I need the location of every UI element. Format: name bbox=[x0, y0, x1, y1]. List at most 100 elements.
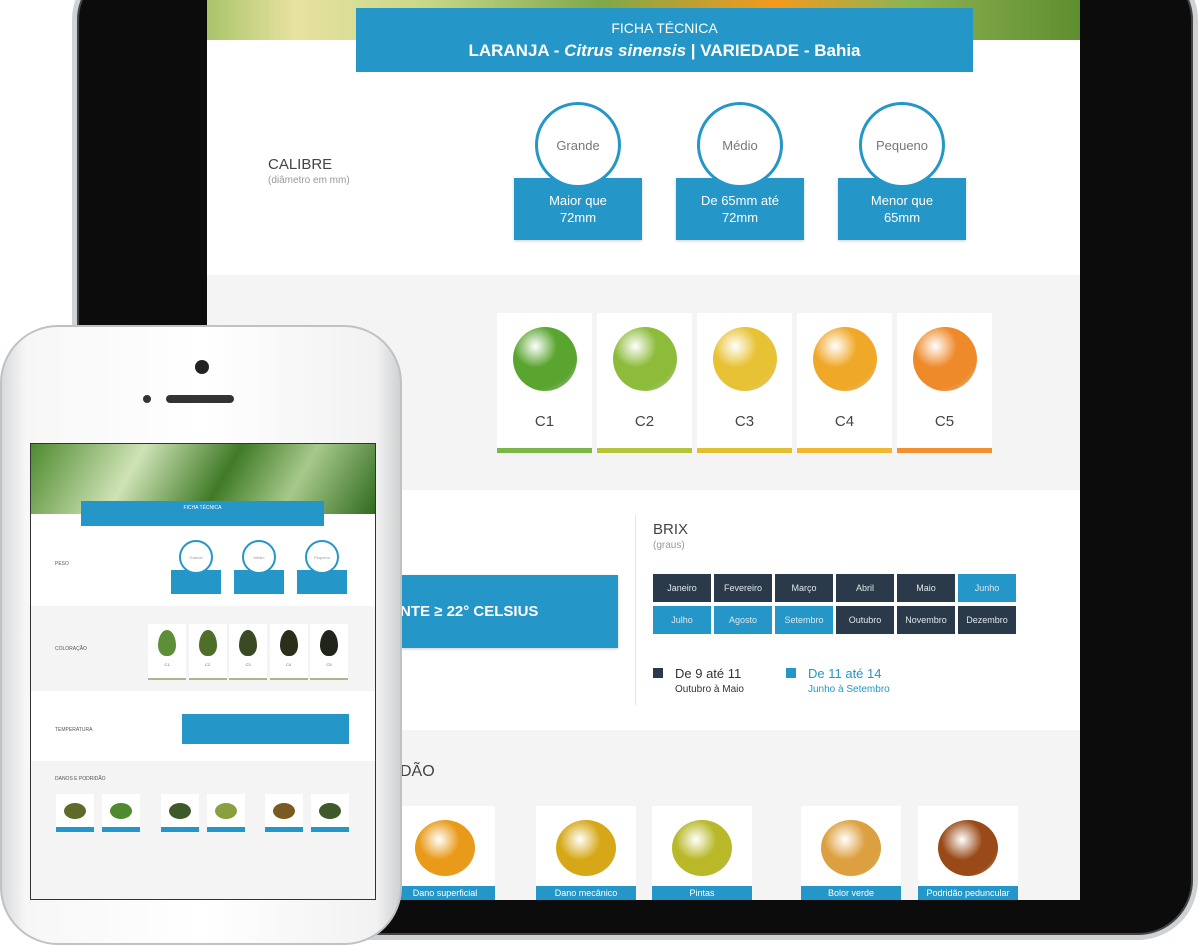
damage-card[interactable]: Dano mecânico bbox=[536, 806, 636, 900]
banner-title: FICHA TÉCNICA bbox=[611, 20, 718, 36]
damage-label: Podridão peduncular bbox=[918, 886, 1018, 900]
damage-label: Bolor verde bbox=[801, 886, 901, 900]
avocado-damage-image bbox=[64, 803, 86, 819]
phone-damage-card[interactable] bbox=[56, 794, 94, 832]
month-cell: Novembro bbox=[897, 606, 955, 634]
phone-color-bar bbox=[188, 678, 227, 680]
month-cell: Outubro bbox=[836, 606, 894, 634]
size-name: Grande bbox=[556, 137, 600, 153]
fruit-image bbox=[913, 327, 977, 391]
phone-size-name: Grande bbox=[189, 554, 203, 560]
species: Citrus sinensis bbox=[564, 41, 687, 60]
phone-color-card[interactable]: C5 bbox=[310, 624, 348, 680]
phone-color-bar bbox=[229, 678, 267, 680]
phone-damage-card[interactable] bbox=[161, 794, 199, 832]
color-code: C5 bbox=[934, 413, 955, 430]
phone-color-code: C3 bbox=[245, 662, 251, 667]
color-bar bbox=[797, 448, 892, 453]
damage-card[interactable]: Bolor verde bbox=[801, 806, 901, 900]
avocado-image bbox=[239, 630, 257, 656]
phone-color-code: C4 bbox=[285, 662, 292, 667]
month-cell: Maio bbox=[897, 574, 955, 602]
phone-color-card[interactable]: C2 bbox=[188, 624, 227, 680]
phone-color-bar bbox=[148, 678, 186, 680]
avocado-image bbox=[320, 630, 338, 656]
variety: | VARIEDADE - Bahia bbox=[686, 41, 861, 60]
damage-card[interactable]: Pintas bbox=[652, 806, 752, 900]
phone-color-code: C5 bbox=[326, 662, 332, 667]
phone-size-name: Pequeno bbox=[313, 554, 330, 560]
avocado-damage-image bbox=[215, 803, 237, 819]
phone-size-box bbox=[234, 570, 284, 594]
phone-color-code: C2 bbox=[204, 662, 211, 667]
phone-size-box bbox=[171, 570, 221, 594]
damage-card[interactable]: Dano superficial bbox=[395, 806, 495, 900]
speaker-grille bbox=[166, 395, 234, 403]
phone-damage-card[interactable] bbox=[311, 794, 349, 832]
size-value-box: Maior que 72mm bbox=[514, 178, 642, 240]
avocado-image bbox=[279, 630, 298, 656]
phone-color-card[interactable]: C1 bbox=[148, 624, 186, 680]
month-cell: Abril bbox=[836, 574, 894, 602]
damage-image bbox=[672, 820, 732, 876]
phone-peso-label: PESO bbox=[55, 561, 69, 567]
damage-label: Dano mecânico bbox=[536, 886, 636, 900]
phone-size-circle: Grande bbox=[179, 540, 213, 574]
sensor-icon bbox=[143, 395, 151, 403]
color-card[interactable]: C3 bbox=[697, 313, 792, 453]
fruit-image bbox=[513, 327, 577, 391]
phone-color-card[interactable]: C3 bbox=[229, 624, 267, 680]
color-card[interactable]: C4 bbox=[797, 313, 892, 453]
color-card[interactable]: C5 bbox=[897, 313, 992, 453]
phone-damage-card[interactable] bbox=[102, 794, 140, 832]
phone-color-bar bbox=[269, 678, 308, 680]
phone-size-box bbox=[297, 570, 347, 594]
phone-damage-label-bar bbox=[207, 827, 245, 832]
phone-banner: FICHA TÉCNICA bbox=[81, 501, 324, 526]
banner-subtitle: LARANJA - Citrus sinensis | VARIEDADE - … bbox=[356, 41, 973, 61]
phone-size-name: Médio bbox=[253, 554, 265, 560]
color-code: C3 bbox=[734, 413, 755, 430]
phone-color-bar bbox=[310, 678, 348, 680]
fruit-name: LARANJA - bbox=[468, 41, 565, 60]
month-cell: Dezembro bbox=[958, 606, 1016, 634]
phone-damage-card[interactable] bbox=[207, 794, 245, 832]
legend-swatch bbox=[786, 668, 796, 678]
danos-heading: DÃO bbox=[400, 763, 435, 780]
legend-swatch bbox=[653, 668, 663, 678]
size-value-box: Menor que 65mm bbox=[838, 178, 966, 240]
damage-card[interactable]: Podridão peduncular bbox=[918, 806, 1018, 900]
size-name: Pequeno bbox=[875, 137, 929, 153]
avocado-damage-image bbox=[319, 803, 341, 819]
brix-sublabel: (graus) bbox=[653, 540, 685, 551]
damage-image bbox=[938, 820, 998, 876]
color-bar bbox=[597, 448, 692, 453]
brix-label: BRIX bbox=[653, 521, 689, 538]
color-card[interactable]: C2 bbox=[597, 313, 692, 453]
phone-damage-card[interactable] bbox=[265, 794, 303, 832]
size-value-box: De 65mm até 72mm bbox=[676, 178, 804, 240]
phone-damage-label-bar bbox=[265, 827, 303, 832]
color-bar bbox=[697, 448, 792, 453]
color-code: C2 bbox=[634, 413, 655, 430]
month-cell: Julho bbox=[653, 606, 711, 634]
calibre-label: CALIBRE bbox=[268, 156, 333, 173]
damage-label: Pintas bbox=[652, 886, 752, 900]
size-name: Médio bbox=[722, 137, 758, 153]
month-cell: Janeiro bbox=[653, 574, 711, 602]
phone-screen: FICHA TÉCNICA PESO Grande Médio Pequeno CO… bbox=[30, 443, 376, 900]
month-cell: Junho bbox=[958, 574, 1016, 602]
size-circle: Grande bbox=[535, 102, 621, 188]
phone-damage-label-bar bbox=[56, 827, 94, 832]
color-card[interactable]: C1 bbox=[497, 313, 592, 453]
damage-image bbox=[556, 820, 616, 876]
avocado-image bbox=[158, 630, 176, 656]
calibre-sublabel: (diâmetro em mm) bbox=[268, 175, 350, 186]
color-code: C1 bbox=[534, 413, 555, 430]
fruit-image bbox=[713, 327, 777, 391]
damage-image bbox=[415, 820, 475, 876]
damage-image bbox=[821, 820, 881, 876]
phone-color-card[interactable]: C4 bbox=[269, 624, 308, 680]
temperature-box: NTE ≥ 22° CELSIUS bbox=[400, 575, 618, 648]
damage-label: Dano superficial bbox=[395, 886, 495, 900]
